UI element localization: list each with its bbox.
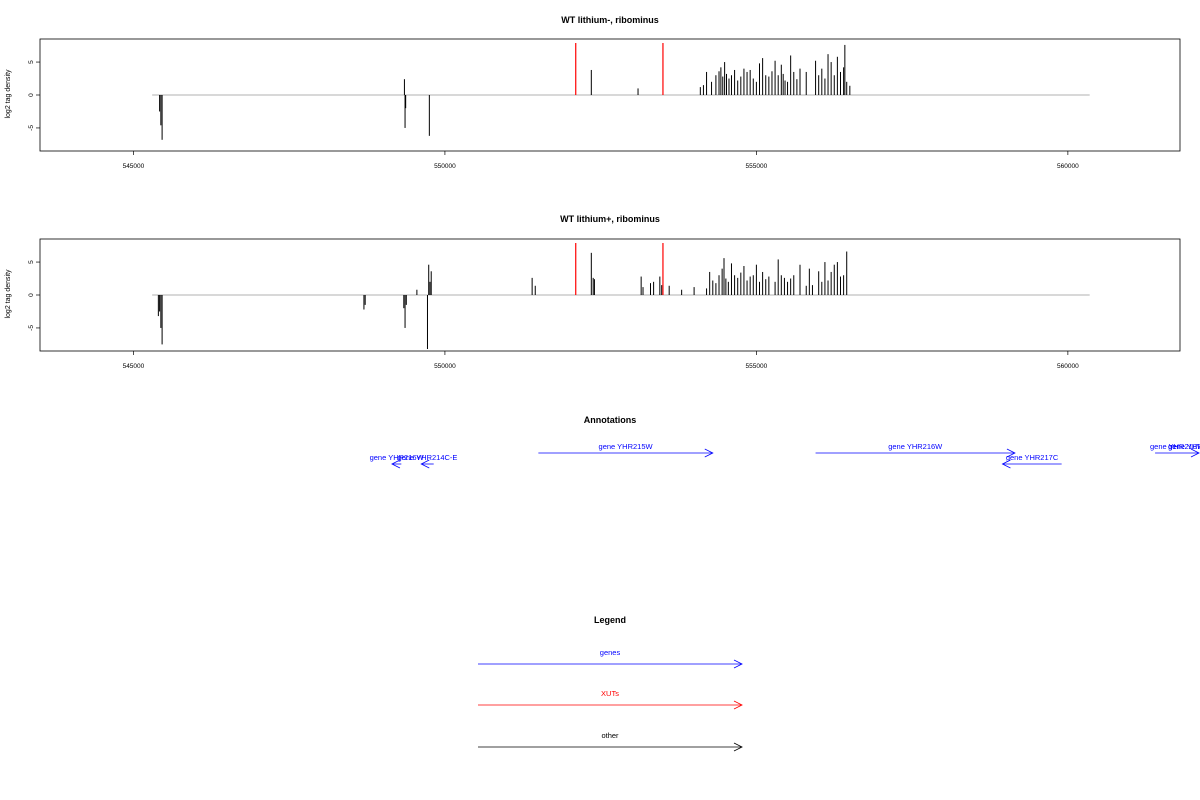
panel-title: WT lithium-, ribominus bbox=[561, 15, 659, 25]
legend-label: other bbox=[601, 731, 619, 740]
gene-label: gene YHR215W bbox=[599, 442, 654, 451]
track-panel-lithium-plus: WT lithium+, ribominus log2 tag density … bbox=[5, 214, 1181, 370]
x-tick-label: 560000 bbox=[1057, 363, 1079, 370]
x-tick-label: 545000 bbox=[123, 163, 145, 170]
legend-arrow-head bbox=[733, 742, 743, 752]
x-tick-label: 545000 bbox=[123, 363, 145, 370]
y-axis-label: log2 tag density bbox=[5, 69, 12, 119]
x-tick-label: 550000 bbox=[434, 363, 456, 370]
y-tick-label: -5 bbox=[28, 125, 35, 131]
x-tick-label: 560000 bbox=[1057, 163, 1079, 170]
legend-title: Legend bbox=[594, 615, 626, 625]
gene-label: gene YHR214C-E bbox=[398, 453, 458, 462]
gene-label: gene YHR216W bbox=[888, 442, 943, 451]
y-axis-label: log2 tag density bbox=[5, 269, 12, 319]
gene-arrow-head bbox=[420, 459, 430, 469]
gene-arrow-head bbox=[391, 459, 401, 469]
y-tick-label: 0 bbox=[28, 93, 35, 97]
annotations-title: Annotations bbox=[584, 415, 637, 425]
legend-arrow-head bbox=[733, 700, 743, 710]
x-tick-label: 555000 bbox=[746, 163, 768, 170]
x-tick-label: 555000 bbox=[746, 363, 768, 370]
y-tick-label: 5 bbox=[28, 260, 35, 264]
y-tick-label: 0 bbox=[28, 293, 35, 297]
track-panel-lithium-minus: WT lithium-, ribominus log2 tag density … bbox=[5, 15, 1181, 170]
gene-label: gen bbox=[1168, 442, 1181, 451]
gene-label: gene YHR216W bbox=[370, 453, 425, 462]
legend-arrow-head bbox=[733, 659, 743, 669]
legend: Legend genes XUTs other bbox=[478, 615, 743, 752]
gene-label: gene YHR218W-A bbox=[1168, 442, 1200, 451]
gene-label: gene YHR218W bbox=[1150, 442, 1200, 451]
legend-label: XUTs bbox=[601, 689, 619, 698]
gene-arrow-head bbox=[704, 448, 714, 458]
panel-title: WT lithium+, ribominus bbox=[560, 214, 660, 224]
y-tick-label: 5 bbox=[28, 60, 35, 64]
x-tick-label: 550000 bbox=[434, 163, 456, 170]
y-tick-label: -5 bbox=[28, 325, 35, 331]
gene-arrow-head bbox=[1006, 448, 1016, 458]
gene-arrow-head bbox=[1001, 459, 1011, 469]
legend-label: genes bbox=[600, 648, 621, 657]
gene-label: gene YHR217C bbox=[1006, 453, 1059, 462]
gene-arrow-head bbox=[1190, 448, 1200, 458]
